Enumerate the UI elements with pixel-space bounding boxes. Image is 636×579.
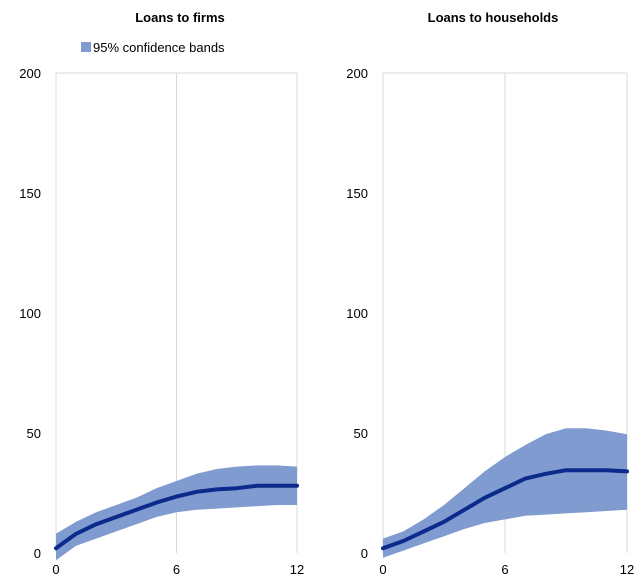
x-tick-label: 12 [290, 562, 304, 577]
legend-swatch [81, 42, 91, 52]
y-tick-label: 0 [361, 546, 368, 561]
x-tick-label: 0 [379, 562, 386, 577]
y-tick-label: 150 [19, 186, 41, 201]
panel-loans-to-households: Loans to households 0 50 100 150 200 0 6 12 [346, 10, 634, 577]
impulse-response-line [381, 468, 629, 551]
x-axis-ticks: 0 6 12 [379, 562, 634, 577]
y-tick-label: 100 [19, 306, 41, 321]
legend: 95% confidence bands [81, 40, 225, 55]
y-tick-label: 0 [34, 546, 41, 561]
y-axis-ticks: 0 50 100 150 200 [346, 66, 368, 561]
x-tick-label: 12 [620, 562, 634, 577]
plot-marks [54, 465, 299, 561]
y-tick-label: 200 [346, 66, 368, 81]
y-tick-label: 150 [346, 186, 368, 201]
x-tick-label: 6 [173, 562, 180, 577]
chart-title: Loans to firms [135, 10, 225, 25]
y-tick-label: 100 [346, 306, 368, 321]
plot-marks [381, 428, 629, 558]
legend-label: 95% confidence bands [93, 40, 225, 55]
y-tick-label: 200 [19, 66, 41, 81]
x-tick-label: 0 [52, 562, 59, 577]
y-axis-ticks: 0 50 100 150 200 [19, 66, 41, 561]
grid [55, 72, 298, 553]
confidence-band [383, 428, 627, 558]
x-axis-ticks: 0 6 12 [52, 562, 304, 577]
chart-title: Loans to households [428, 10, 559, 25]
x-tick-label: 6 [501, 562, 508, 577]
panel-loans-to-firms: Loans to firms 95% confidence bands 0 50 1… [19, 10, 304, 577]
impulse-response-line [54, 483, 299, 551]
y-tick-label: 50 [354, 426, 368, 441]
grid [382, 72, 628, 553]
y-tick-label: 50 [27, 426, 41, 441]
